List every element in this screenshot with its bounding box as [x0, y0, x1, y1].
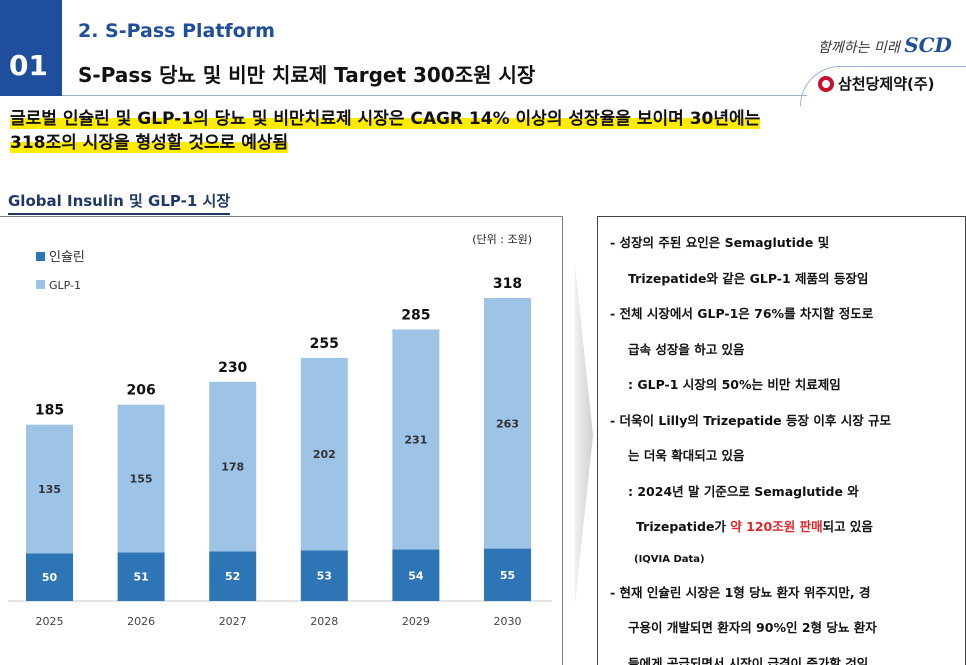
total-label: 285 [401, 307, 430, 323]
slogan: 함께하는 미래 SCD [818, 33, 952, 57]
right-arrow-icon [575, 265, 593, 605]
data-label: 155 [130, 473, 153, 486]
x-tick-label: 2030 [494, 615, 522, 628]
total-label: 206 [126, 383, 155, 399]
legend-label: 인슐린 [49, 250, 85, 265]
data-label: 51 [133, 571, 148, 584]
slogan-text: 함께하는 미래 [818, 40, 900, 56]
subtitle: 2. S-Pass Platform [78, 20, 275, 42]
bar-segment [26, 424, 73, 554]
company-name: 삼천당제약(주) [838, 75, 935, 93]
source-note: (IQVIA Data) [634, 553, 705, 565]
x-tick-label: 2026 [127, 615, 155, 628]
total-label: 185 [35, 403, 64, 419]
bullet-line: : GLP-1 시장의 50%는 비만 치료제임 [628, 377, 841, 392]
data-label: 52 [225, 570, 240, 583]
bullet-box: - 성장의 주된 요인은 Semaglutide 및 Trizepatide와 … [597, 216, 966, 665]
company-logo: 삼천당제약(주) [818, 73, 935, 94]
unit-label: (단위 : 조원) [472, 233, 532, 246]
header-divider [62, 95, 807, 96]
bar-segment [209, 551, 257, 601]
bullet-text: Trizepatide가 [636, 519, 731, 534]
data-label: 231 [404, 433, 427, 446]
data-label: 54 [408, 569, 424, 582]
highlight-sales: 약 120조원 판매 [730, 519, 823, 534]
bullet-line: 들에게 공급되면서 시장이 급격이 증가할 것임 [628, 655, 869, 665]
bullet-line: - 현재 인슐린 시장은 1형 당뇨 환자 위주지만, 경 [610, 584, 871, 600]
headline-line-2: 318조의 시장을 형성할 것으로 예상됨 [10, 133, 289, 153]
headline-line-1: 글로벌 인슐린 및 GLP-1의 당뇨 및 비만치료제 시장은 CAGR 14%… [10, 109, 761, 129]
legend-swatch [36, 252, 45, 261]
total-label: 255 [310, 336, 339, 352]
legend-swatch [36, 280, 45, 289]
section-number: 01 [9, 49, 48, 82]
data-label: 135 [38, 483, 61, 496]
chart-panel: (단위 : 조원) 인슐린 GLP-1 50 135 185 2025 51 155 206 202… [0, 216, 563, 665]
bullet-line: - 더욱이 Lilly의 Trizepatide 등장 이후 시장 규모 [610, 412, 892, 428]
bullet-line: Trizepatide와 같은 GLP-1 제품의 등장임 [628, 270, 869, 286]
bar-segment [209, 381, 257, 552]
x-tick-label: 2028 [310, 615, 338, 628]
data-label: 55 [500, 569, 515, 582]
bar-segment [300, 358, 348, 551]
x-tick-label: 2027 [219, 615, 247, 628]
bar-segment [117, 404, 165, 553]
bullet-line: - 성장의 주된 요인은 Semaglutide 및 [610, 235, 830, 250]
bar-segment [484, 297, 531, 549]
bullet-text: 되고 있음 [822, 519, 873, 534]
page-title: S-Pass 당뇨 및 비만 치료제 Target 300조원 시장 [78, 63, 536, 87]
data-label: 202 [313, 448, 336, 461]
bar-segment [300, 550, 348, 601]
total-label: 318 [493, 276, 522, 292]
bullet-line: 급속 성장을 하고 있음 [628, 341, 745, 357]
slogan-brand: SCD [904, 33, 952, 57]
company-logo-icon [818, 75, 834, 92]
bullet-line: - 전체 시장에서 GLP-1은 76%를 차지할 정도로 [610, 306, 874, 321]
bar-segment [392, 549, 440, 601]
x-tick-label: 2025 [36, 615, 64, 628]
bullet-line: : 2024년 말 기준으로 Semaglutide 와 [628, 483, 859, 499]
bullet-line: 는 더욱 확대되고 있음 [628, 448, 745, 463]
total-label: 230 [218, 360, 247, 376]
section-number-box: 01 [0, 0, 62, 96]
bar-segment [392, 329, 440, 550]
headline: 글로벌 인슐린 및 GLP-1의 당뇨 및 비만치료제 시장은 CAGR 14%… [10, 107, 930, 155]
bullet-line: Trizepatide가 약 120조원 판매되고 있음 [610, 509, 955, 545]
data-label: 53 [317, 570, 332, 583]
data-label: 263 [496, 417, 519, 430]
chart-title: Global Insulin 및 GLP-1 시장 [8, 190, 231, 215]
bar-segment [484, 548, 531, 601]
bar-segment [26, 553, 73, 601]
data-label: 50 [42, 571, 58, 584]
bar-segment [117, 552, 165, 601]
legend-label: GLP-1 [49, 279, 81, 292]
x-tick-label: 2029 [402, 615, 430, 628]
stacked-bar-chart: (단위 : 조원) 인슐린 GLP-1 50 135 185 2025 51 155 206 202… [8, 233, 552, 628]
data-label: 178 [221, 461, 244, 474]
bullet-line: 구용이 개발되면 환자의 90%인 2형 당뇨 환자 [628, 620, 877, 635]
